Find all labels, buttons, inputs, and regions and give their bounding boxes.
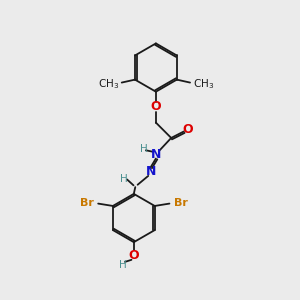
Text: O: O	[182, 123, 193, 136]
Text: O: O	[151, 100, 161, 113]
Text: O: O	[128, 249, 139, 262]
Text: Br: Br	[80, 198, 94, 208]
Text: Br: Br	[174, 198, 188, 208]
Text: N: N	[146, 165, 156, 178]
Text: H: H	[140, 144, 147, 154]
Text: CH$_3$: CH$_3$	[193, 77, 214, 91]
Text: CH$_3$: CH$_3$	[98, 77, 119, 91]
Text: N: N	[151, 148, 161, 160]
Text: H: H	[119, 260, 127, 270]
Text: H: H	[120, 174, 128, 184]
